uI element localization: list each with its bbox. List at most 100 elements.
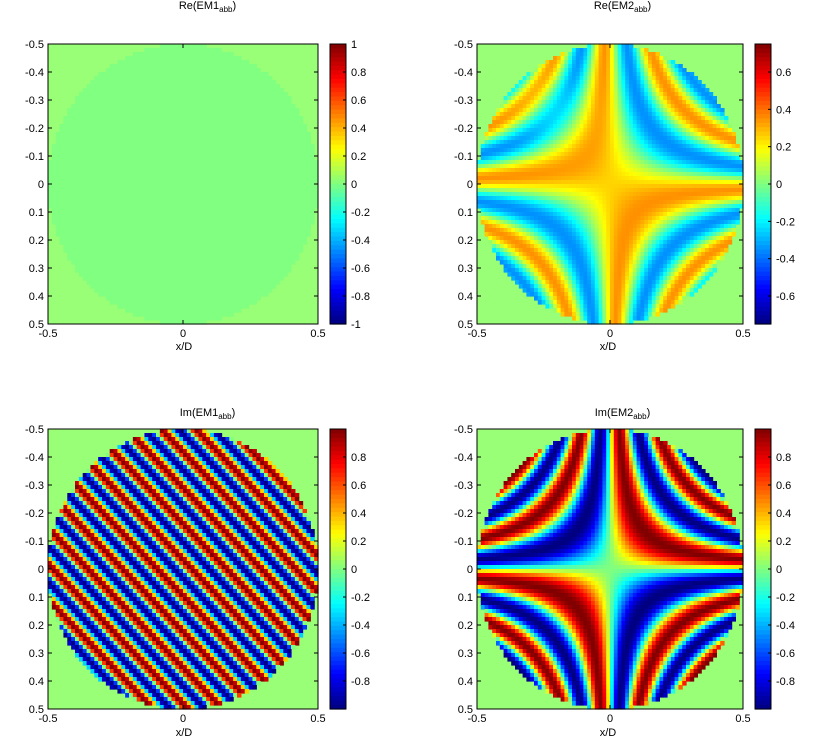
heatmap-cell bbox=[240, 144, 246, 149]
heatmap-cell bbox=[167, 248, 173, 253]
heatmap-cell bbox=[159, 164, 165, 169]
heatmap-cell bbox=[63, 172, 68, 177]
heatmap-cell bbox=[267, 152, 273, 157]
heatmap-cell bbox=[194, 92, 200, 97]
heatmap-cell bbox=[640, 68, 645, 73]
heatmap-cell bbox=[213, 84, 219, 89]
heatmap-cell bbox=[697, 84, 702, 89]
heatmap-cell bbox=[217, 140, 223, 145]
heatmap-cell bbox=[75, 220, 80, 225]
heatmap-cell bbox=[63, 132, 68, 137]
heatmap-cell bbox=[86, 216, 92, 221]
heatmap-cell bbox=[98, 124, 103, 129]
heatmap-cell bbox=[82, 248, 88, 253]
heatmap-cell bbox=[244, 300, 250, 305]
heatmap-cell bbox=[244, 80, 250, 85]
heatmap-cell bbox=[206, 276, 211, 281]
heatmap-cell bbox=[132, 236, 138, 241]
heatmap-cell bbox=[499, 116, 505, 121]
heatmap-cell bbox=[140, 132, 146, 137]
heatmap-cell bbox=[279, 140, 284, 145]
heatmap-cell bbox=[302, 200, 308, 205]
heatmap-cell bbox=[171, 228, 176, 233]
heatmap-cell bbox=[275, 180, 281, 185]
heatmap-cell bbox=[163, 128, 169, 133]
heatmap-cell bbox=[237, 204, 242, 209]
heatmap-cell bbox=[275, 188, 281, 193]
heatmap-cell bbox=[71, 128, 76, 133]
heatmap-cell bbox=[217, 272, 223, 277]
heatmap-cell bbox=[537, 80, 543, 85]
heatmap-cell bbox=[213, 184, 219, 189]
heatmap-cell bbox=[109, 200, 115, 205]
heatmap-cell bbox=[587, 72, 592, 77]
heatmap-cell bbox=[144, 292, 149, 297]
heatmap-cell bbox=[267, 272, 273, 277]
heatmap-cell bbox=[190, 300, 196, 305]
heatmap-cell bbox=[94, 92, 99, 97]
heatmap-cell bbox=[113, 128, 119, 133]
heatmap-cell bbox=[248, 208, 254, 213]
heatmap-cell bbox=[159, 264, 165, 269]
heatmap-cell bbox=[252, 276, 257, 281]
heatmap-cell bbox=[283, 160, 288, 165]
heatmap-cell bbox=[102, 292, 107, 297]
heatmap-cell bbox=[244, 72, 250, 77]
heatmap-cell bbox=[678, 64, 683, 69]
heatmap-cell bbox=[594, 52, 600, 57]
heatmap-cell bbox=[602, 92, 607, 97]
heatmap-cell bbox=[213, 200, 219, 205]
heatmap-cell bbox=[648, 60, 653, 65]
heatmap-cell bbox=[202, 64, 207, 69]
heatmap-cell bbox=[163, 180, 169, 185]
colorbar-segment bbox=[330, 197, 346, 203]
heatmap-cell bbox=[306, 164, 311, 169]
heatmap-cell bbox=[190, 120, 196, 125]
heatmap-cell bbox=[94, 232, 99, 237]
heatmap-cell bbox=[217, 268, 223, 273]
heatmap-cell bbox=[190, 84, 196, 89]
heatmap-cell bbox=[213, 76, 219, 81]
heatmap-cell bbox=[217, 296, 223, 301]
heatmap-cell bbox=[71, 116, 76, 121]
heatmap-cell bbox=[156, 60, 161, 65]
heatmap-cell bbox=[602, 52, 607, 57]
heatmap-cell bbox=[113, 200, 119, 205]
heatmap-cell bbox=[129, 56, 134, 61]
heatmap-cell bbox=[572, 124, 577, 129]
heatmap-cell bbox=[534, 128, 539, 133]
heatmap-cell bbox=[113, 252, 119, 257]
heatmap-cell bbox=[667, 120, 672, 125]
heatmap-cell bbox=[636, 84, 641, 89]
heatmap-cell bbox=[117, 272, 122, 277]
heatmap-cell bbox=[294, 200, 300, 205]
heatmap-cell bbox=[237, 200, 242, 205]
heatmap-cell bbox=[148, 212, 153, 217]
heatmap-cell bbox=[568, 80, 573, 85]
heatmap-cell bbox=[63, 192, 68, 197]
heatmap-cell bbox=[156, 264, 161, 269]
heatmap-cell bbox=[697, 116, 702, 121]
heatmap-cell bbox=[82, 136, 88, 141]
heatmap-cell bbox=[90, 232, 95, 237]
heatmap-cell bbox=[152, 252, 157, 257]
heatmap-cell bbox=[163, 52, 169, 57]
heatmap-cell bbox=[210, 48, 215, 53]
heatmap-cell bbox=[244, 296, 250, 301]
heatmap-cell bbox=[591, 72, 596, 77]
heatmap-cell bbox=[206, 252, 211, 257]
heatmap-cell bbox=[217, 264, 223, 269]
heatmap-cell bbox=[109, 224, 115, 229]
heatmap-cell bbox=[670, 72, 676, 77]
heatmap-cell bbox=[260, 108, 265, 113]
heatmap-cell bbox=[152, 176, 157, 181]
heatmap-cell bbox=[159, 236, 165, 241]
heatmap-cell bbox=[121, 212, 126, 217]
heatmap-cell bbox=[159, 216, 165, 221]
heatmap-cell bbox=[294, 240, 300, 245]
heatmap-cell bbox=[86, 156, 92, 161]
heatmap-cell bbox=[198, 128, 203, 133]
heatmap-cell bbox=[163, 148, 169, 153]
heatmap-cell bbox=[175, 152, 180, 157]
heatmap-cell bbox=[252, 188, 257, 193]
